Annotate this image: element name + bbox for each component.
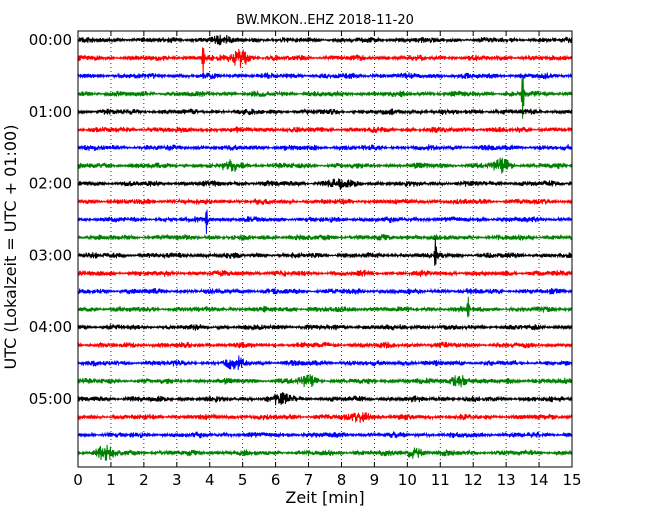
x-tick-label-15: 15 [562, 471, 581, 489]
trace-0115 [77, 125, 573, 134]
y-tick-label-0400: 04:00 [29, 318, 72, 336]
x-tick-label-12: 12 [464, 471, 483, 489]
y-tick-label-0300: 03:00 [29, 246, 72, 264]
trace-0200 [77, 178, 573, 190]
y-tick-label-0000: 00:00 [29, 31, 72, 49]
x-tick-label-14: 14 [530, 471, 549, 489]
trace-0530 [77, 431, 573, 439]
trace-0145 [77, 157, 573, 174]
x-tick-label-11: 11 [431, 471, 450, 489]
trace-0430 [77, 355, 573, 371]
x-tick-labels: 0 1 2 3 4 5 6 7 8 9 10 11 12 13 14 15 [73, 471, 581, 489]
y-tick-label-0500: 05:00 [29, 390, 72, 408]
x-tick-label-10: 10 [398, 471, 417, 489]
trace-0445 [77, 374, 573, 388]
y-axis-title: UTC (Lokalzeit = UTC + 01:00) [1, 125, 20, 370]
x-tick-label-1: 1 [106, 471, 116, 489]
trace-0500 [77, 391, 573, 406]
seismic-traces [77, 34, 573, 461]
x-tick-label-5: 5 [238, 471, 248, 489]
x-tick-label-3: 3 [172, 471, 182, 489]
vertical-gridlines [110, 31, 540, 467]
x-tick-label-13: 13 [497, 471, 516, 489]
trace-0515 [77, 412, 573, 423]
trace-0030 [77, 72, 573, 80]
trace-0400 [77, 323, 573, 331]
trace-0245 [77, 233, 573, 242]
trace-0215 [77, 197, 573, 206]
trace-0345 [77, 296, 573, 318]
trace-0130 [77, 144, 573, 152]
trace-0015 [77, 47, 573, 74]
trace-0315 [77, 269, 573, 278]
trace-0100 [77, 107, 573, 116]
x-tick-label-0: 0 [73, 471, 83, 489]
axis-ticks [77, 31, 573, 467]
trace-0000 [77, 34, 573, 46]
x-tick-label-4: 4 [205, 471, 215, 489]
x-tick-label-7: 7 [304, 471, 314, 489]
x-tick-label-2: 2 [139, 471, 149, 489]
trace-0230 [77, 209, 573, 234]
x-tick-label-9: 9 [370, 471, 380, 489]
y-tick-label-0200: 02:00 [29, 175, 72, 193]
trace-0415 [77, 341, 573, 349]
x-tick-label-6: 6 [271, 471, 281, 489]
x-tick-label-8: 8 [337, 471, 347, 489]
y-tick-label-0100: 01:00 [29, 103, 72, 121]
plot-frame [77, 30, 573, 468]
trace-0045 [77, 77, 573, 119]
trace-0330 [77, 287, 573, 295]
chart-title: BW.MKON..EHZ 2018-11-20 [236, 13, 414, 28]
x-axis-title: Zeit [min] [285, 488, 364, 507]
trace-0300 [77, 238, 573, 266]
trace-0545 [77, 444, 573, 461]
y-tick-labels: 00:00 01:00 02:00 03:00 04:00 05:00 [29, 31, 72, 408]
